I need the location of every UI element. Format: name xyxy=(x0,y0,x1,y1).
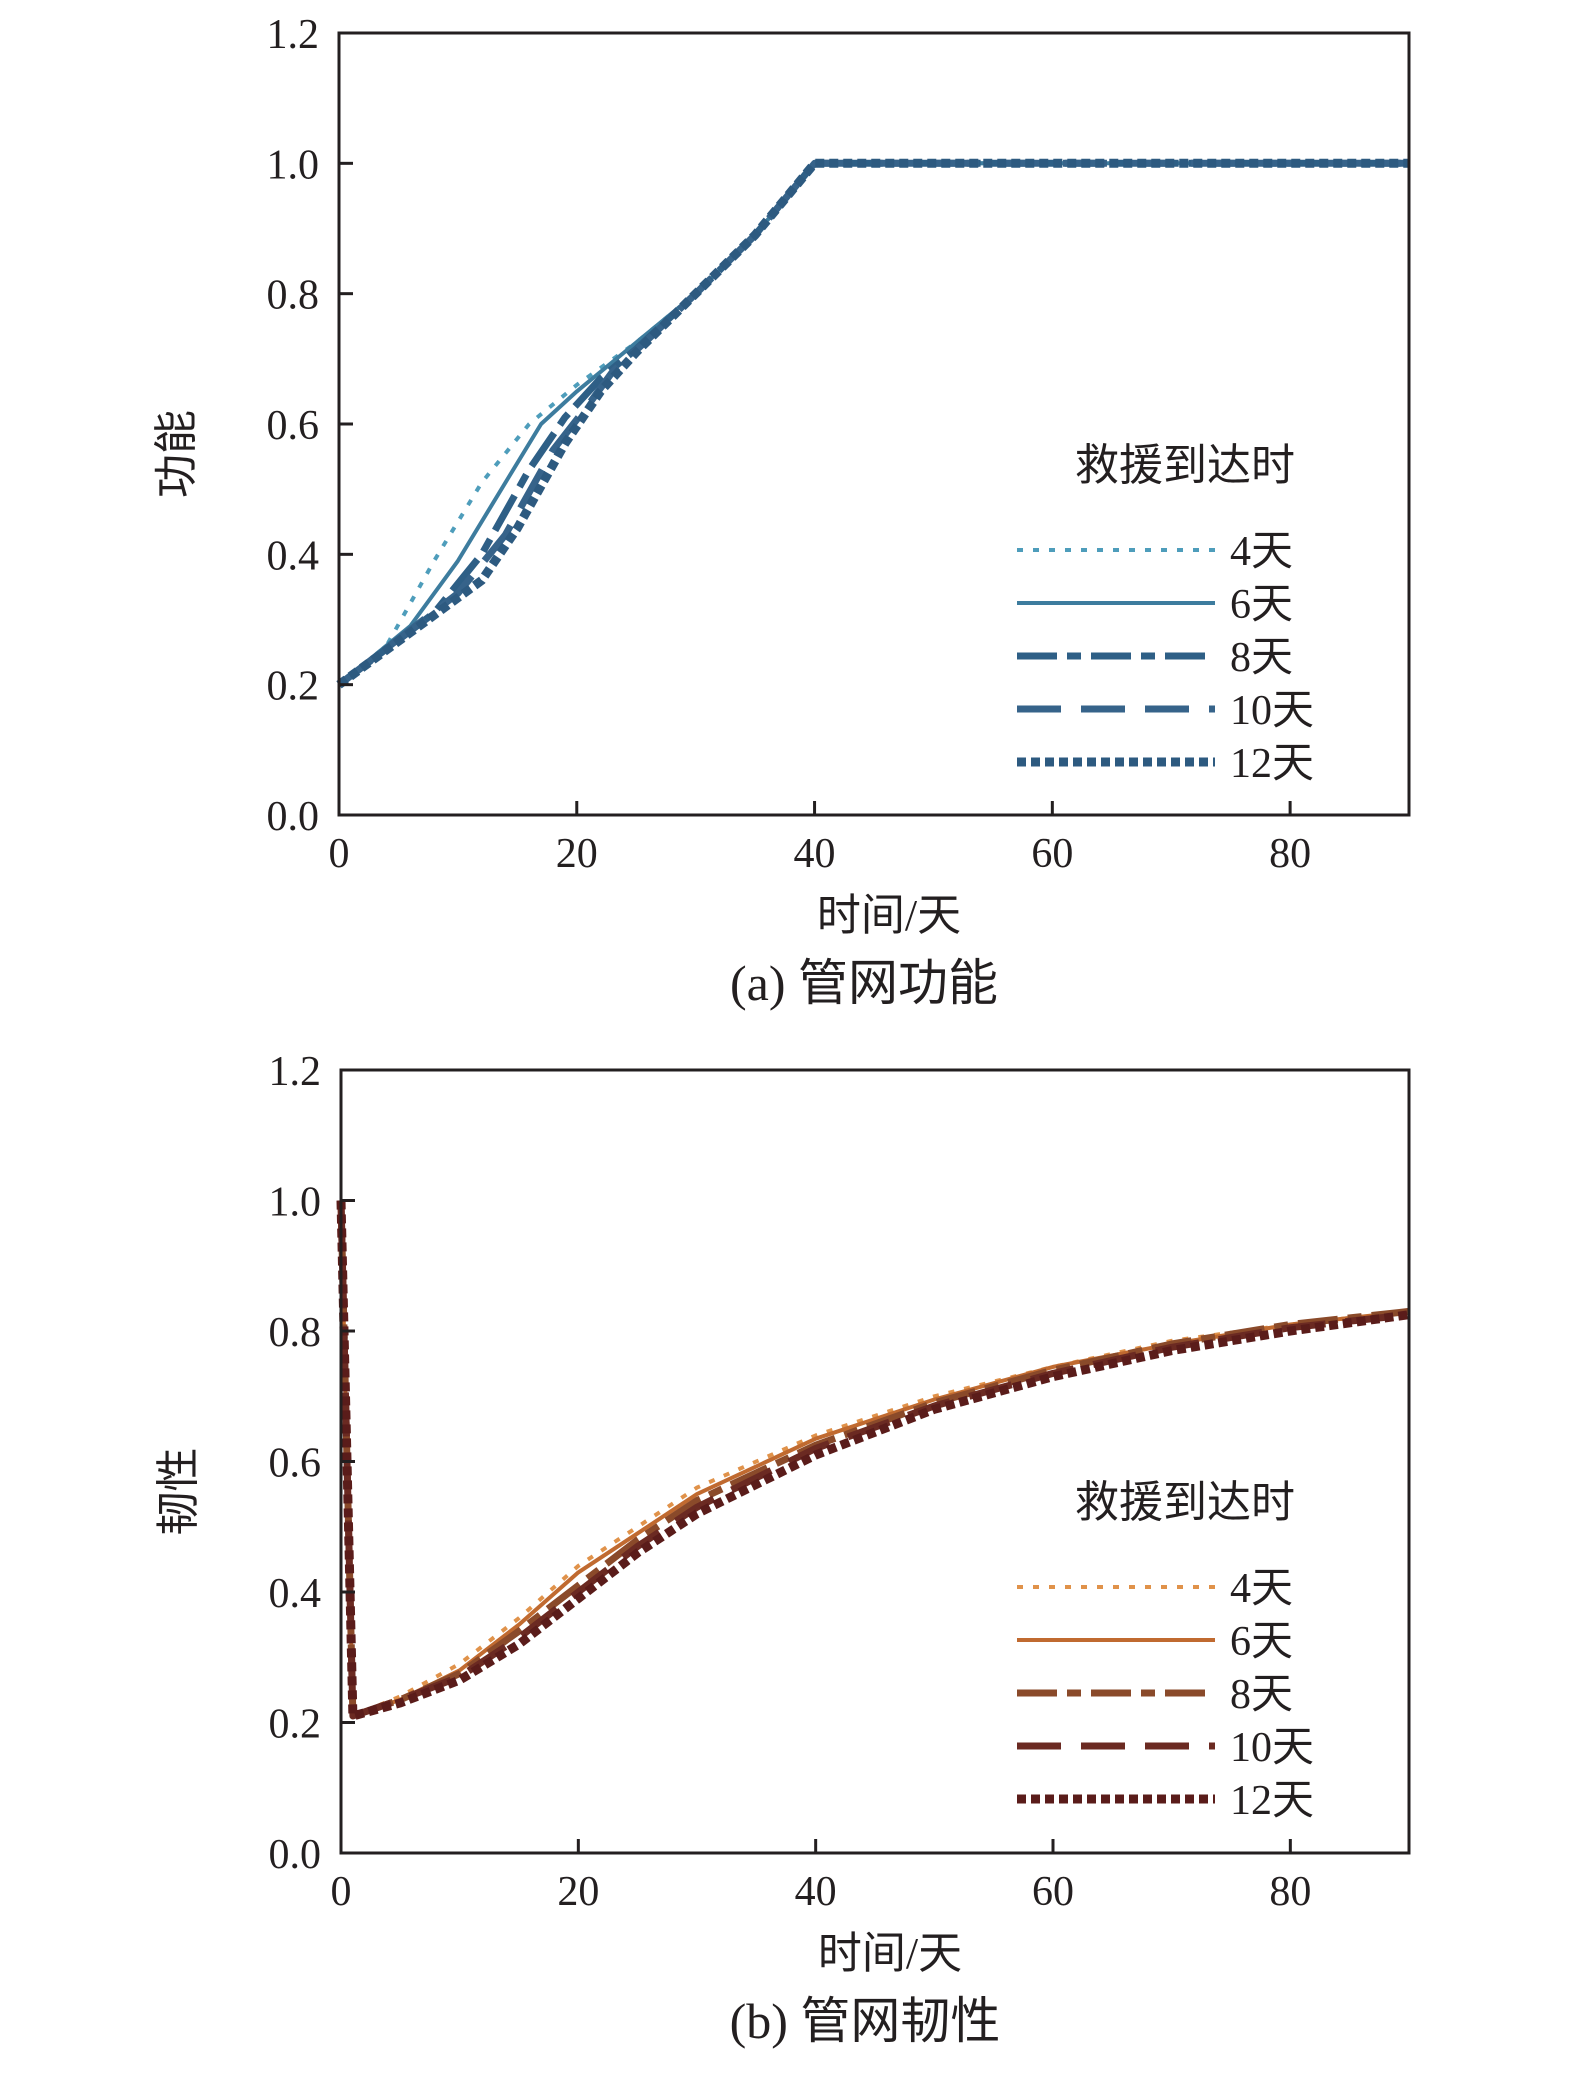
x-tick-label-1-1: 20 xyxy=(557,1869,599,1915)
chart-b: 0 20 40 60 80 0.0 0.2 0.4 0.6 0.8 1.0 1.2 时间/天 韧性 (… xyxy=(154,1049,1411,2049)
legend-label-1-3: 10天 xyxy=(1230,1725,1314,1771)
x-tick-label-0-3: 60 xyxy=(1031,831,1073,877)
y-tick-label-0-6: 1.2 xyxy=(267,12,320,58)
chart-a: 0 20 40 60 80 0.0 0.2 0.4 0.6 0.8 1.0 1.2 时间/天 功能 (… xyxy=(152,12,1411,1011)
y-tick-label-1-0: 0.0 xyxy=(269,1832,322,1878)
y-tick-label-1-3: 0.6 xyxy=(269,1441,322,1487)
series-layer-b xyxy=(336,1200,1410,1721)
legend-label-1-4: 12天 xyxy=(1230,1778,1314,1824)
x-tick-label-1-0: 0 xyxy=(331,1869,352,1915)
x-tick-label-0-1: 20 xyxy=(556,831,598,877)
x-tick-label-1-3: 60 xyxy=(1032,1869,1074,1915)
legend-a: 救援到达时 4天 6天 8天 10天 12天 xyxy=(1017,441,1314,787)
legend-label-0-2: 8天 xyxy=(1230,635,1293,681)
legend-label-1-0: 4天 xyxy=(1230,1566,1293,1612)
y-tick-label-1-6: 1.2 xyxy=(269,1049,322,1095)
series-line-1-4 xyxy=(336,1200,1410,1721)
legend-label-0-4: 12天 xyxy=(1230,741,1314,787)
y-tick-label-1-2: 0.4 xyxy=(269,1571,322,1617)
legend-b: 救援到达时 4天 6天 8天 10天 12天 xyxy=(1017,1478,1314,1824)
legend-label-0-1: 6天 xyxy=(1230,582,1293,628)
x-tick-label-1-2: 40 xyxy=(795,1869,837,1915)
x-axis-label-a: 时间/天 xyxy=(817,891,961,940)
y-tick-label-0-1: 0.2 xyxy=(267,664,320,710)
y-tick-label-0-5: 1.0 xyxy=(267,142,320,188)
y-axis-label-a: 功能 xyxy=(152,410,201,498)
x-tick-label-0-0: 0 xyxy=(329,831,350,877)
legend-title-b: 救援到达时 xyxy=(1075,1478,1295,1527)
legend-label-1-1: 6天 xyxy=(1230,1619,1293,1665)
y-tick-label-0-4: 0.8 xyxy=(267,273,320,319)
caption-b: (b) 管网韧性 xyxy=(730,1993,1001,2049)
y-tick-label-1-4: 0.8 xyxy=(269,1310,322,1356)
x-tick-label-1-4: 80 xyxy=(1269,1869,1311,1915)
legend-title-a: 救援到达时 xyxy=(1075,441,1295,490)
x-tick-label-0-4: 80 xyxy=(1269,831,1311,877)
series-line-0-4 xyxy=(336,158,1409,689)
caption-a: (a) 管网功能 xyxy=(730,955,998,1011)
series-layer-a xyxy=(336,158,1409,689)
y-tick-label-1-1: 0.2 xyxy=(269,1702,322,1748)
x-axis-label-b: 时间/天 xyxy=(818,1929,962,1978)
y-axis-label-b: 韧性 xyxy=(154,1448,203,1536)
series-line-0-0 xyxy=(337,161,1409,687)
legend-label-1-2: 8天 xyxy=(1230,1672,1293,1718)
legend-label-0-0: 4天 xyxy=(1230,529,1293,575)
y-tick-label-1-5: 1.0 xyxy=(269,1180,322,1226)
ticks-a: 0 20 40 60 80 0.0 0.2 0.4 0.6 0.8 1.0 1.2 xyxy=(267,12,1312,877)
ticks-b: 0 20 40 60 80 0.0 0.2 0.4 0.6 0.8 1.0 1.2 xyxy=(269,1049,1312,1915)
x-tick-label-0-2: 40 xyxy=(794,831,836,877)
legend-label-0-3: 10天 xyxy=(1230,688,1314,734)
y-tick-label-0-3: 0.6 xyxy=(267,403,320,449)
y-tick-label-0-2: 0.4 xyxy=(267,533,320,579)
y-tick-label-0-0: 0.0 xyxy=(267,794,320,840)
